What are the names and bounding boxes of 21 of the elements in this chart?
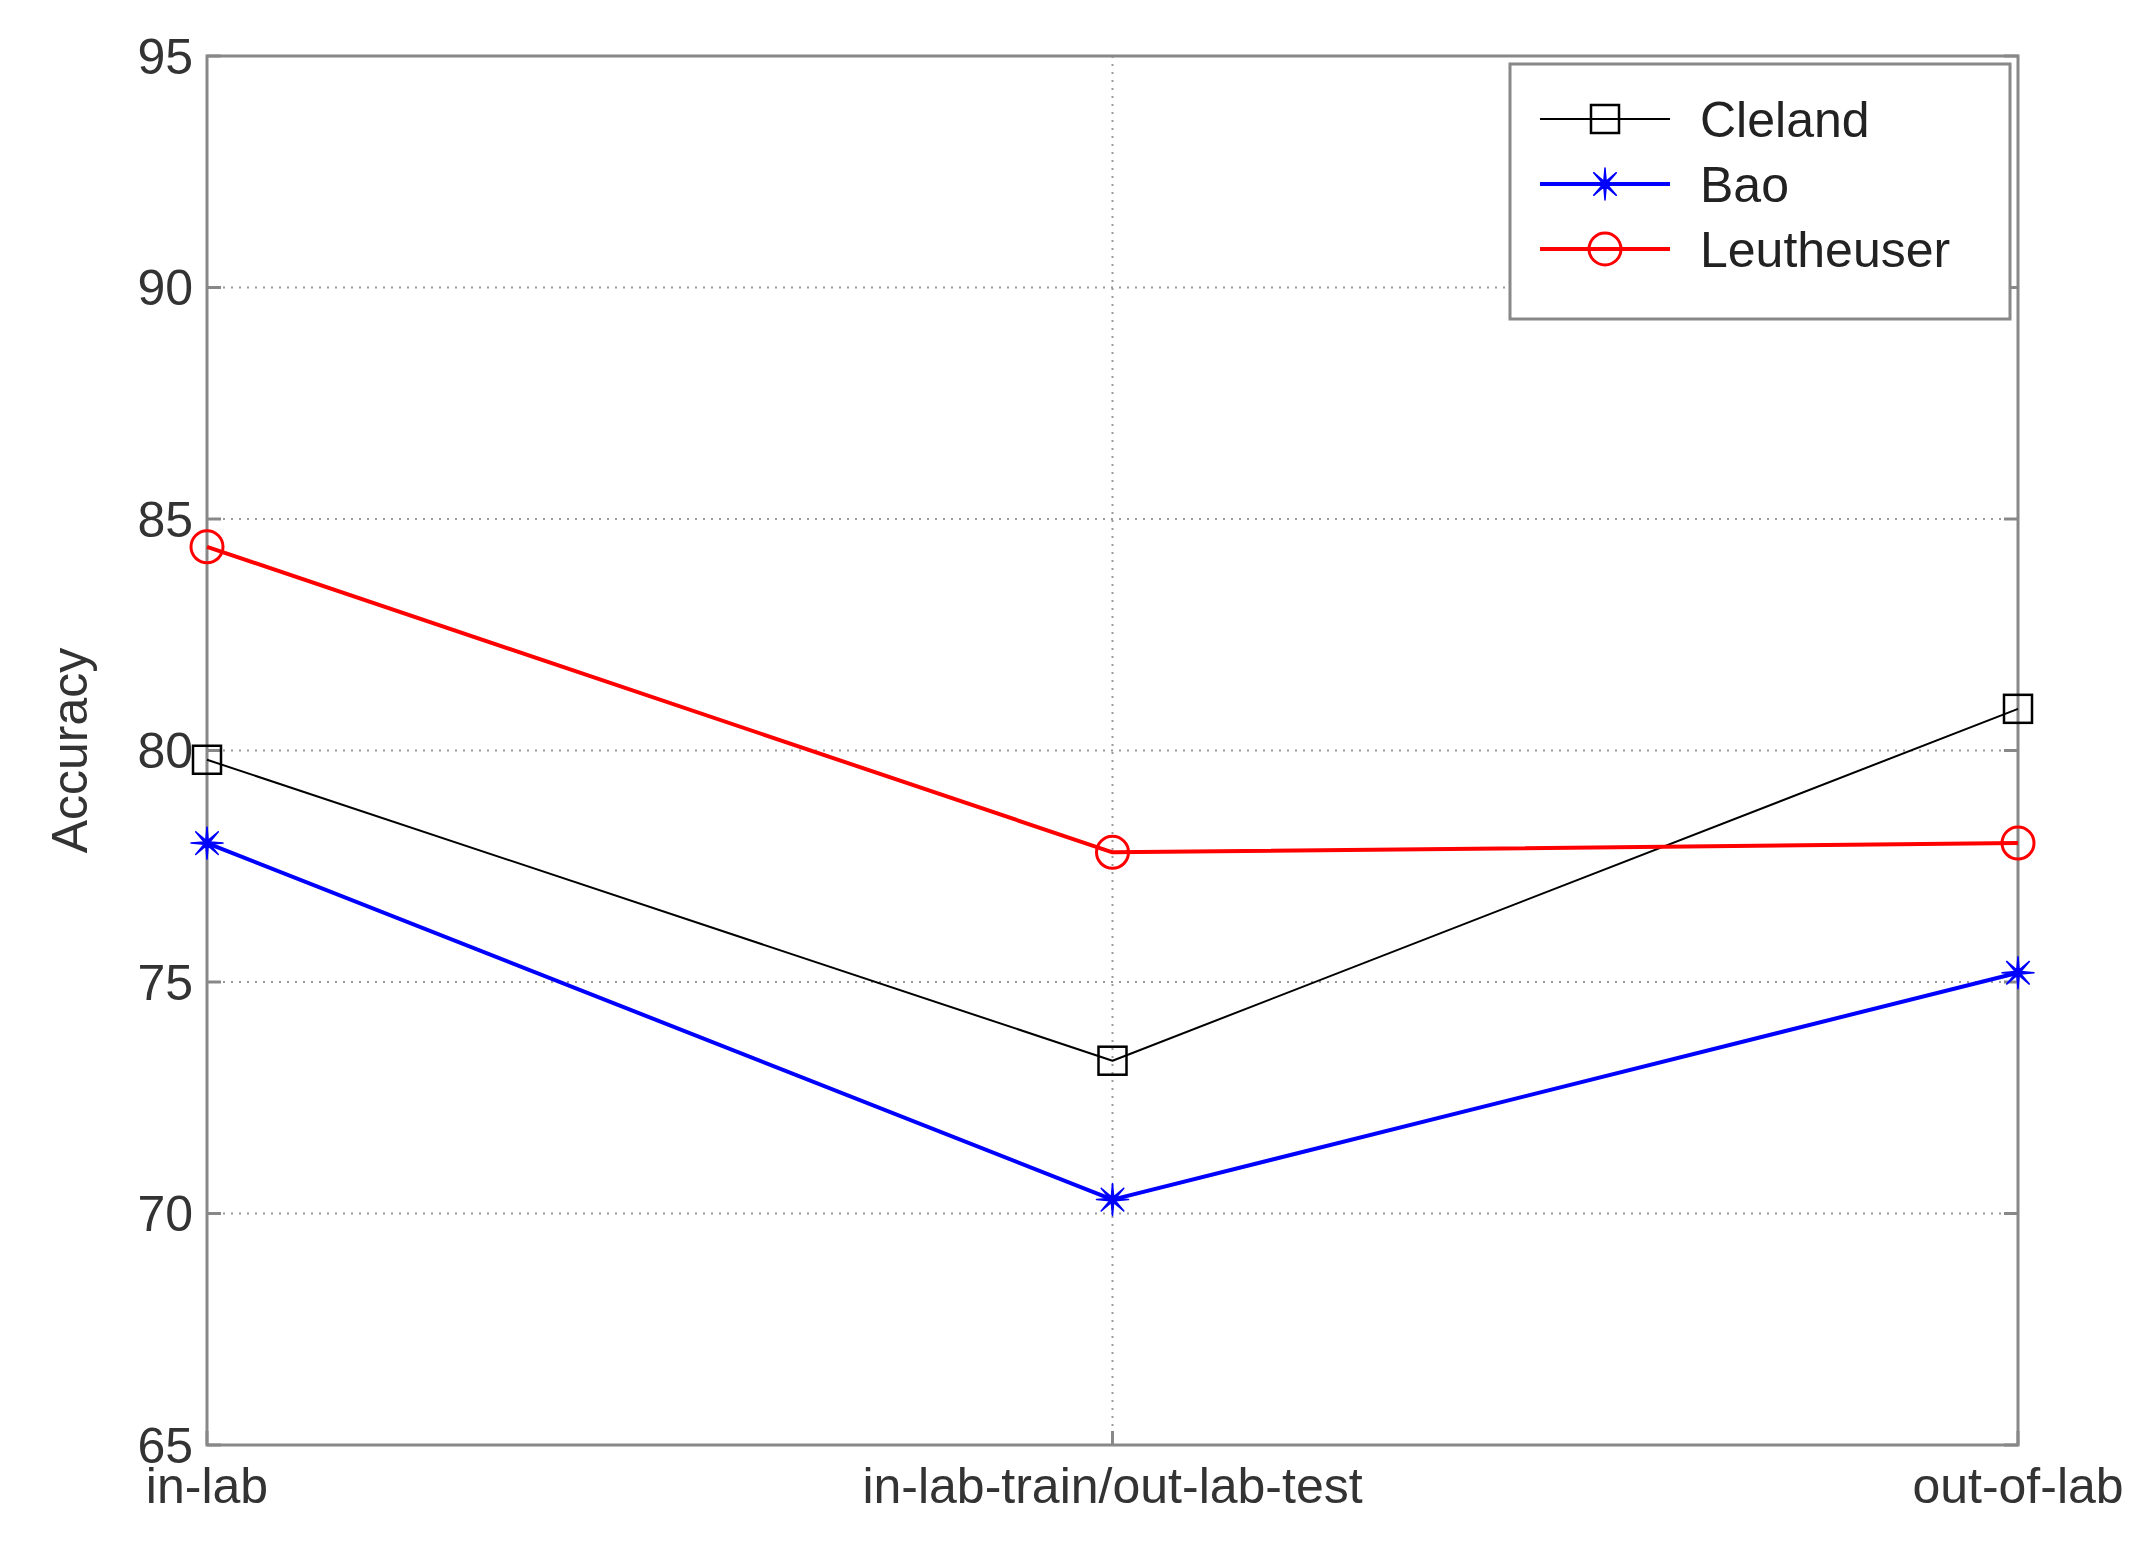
- legend-label: Leutheuser: [1700, 221, 1951, 278]
- y-tick-label: 80: [137, 723, 193, 779]
- legend-label: Cleland: [1700, 91, 1870, 148]
- y-tick-label: 90: [137, 260, 193, 316]
- point: [1095, 834, 1130, 870]
- y-tick-label: 75: [137, 954, 193, 1011]
- point: [1095, 1182, 1130, 1217]
- y-tick-label: 70: [137, 1186, 193, 1242]
- point: [1097, 1045, 1128, 1076]
- point: [190, 826, 224, 860]
- point: [191, 744, 223, 776]
- point: [2001, 955, 2035, 990]
- y-tick-label: 95: [137, 28, 193, 85]
- point: [189, 529, 225, 565]
- x-tick-label: out-of-lab: [1912, 1458, 2124, 1514]
- point: [2002, 693, 2034, 725]
- legend-label: Bao: [1700, 156, 1789, 213]
- y-axis-title: Accuracy: [42, 647, 98, 854]
- y-tick-label: 85: [137, 491, 193, 548]
- point: [2000, 825, 2036, 861]
- x-tick-label: in-lab-train/out-lab-test: [862, 1458, 1363, 1514]
